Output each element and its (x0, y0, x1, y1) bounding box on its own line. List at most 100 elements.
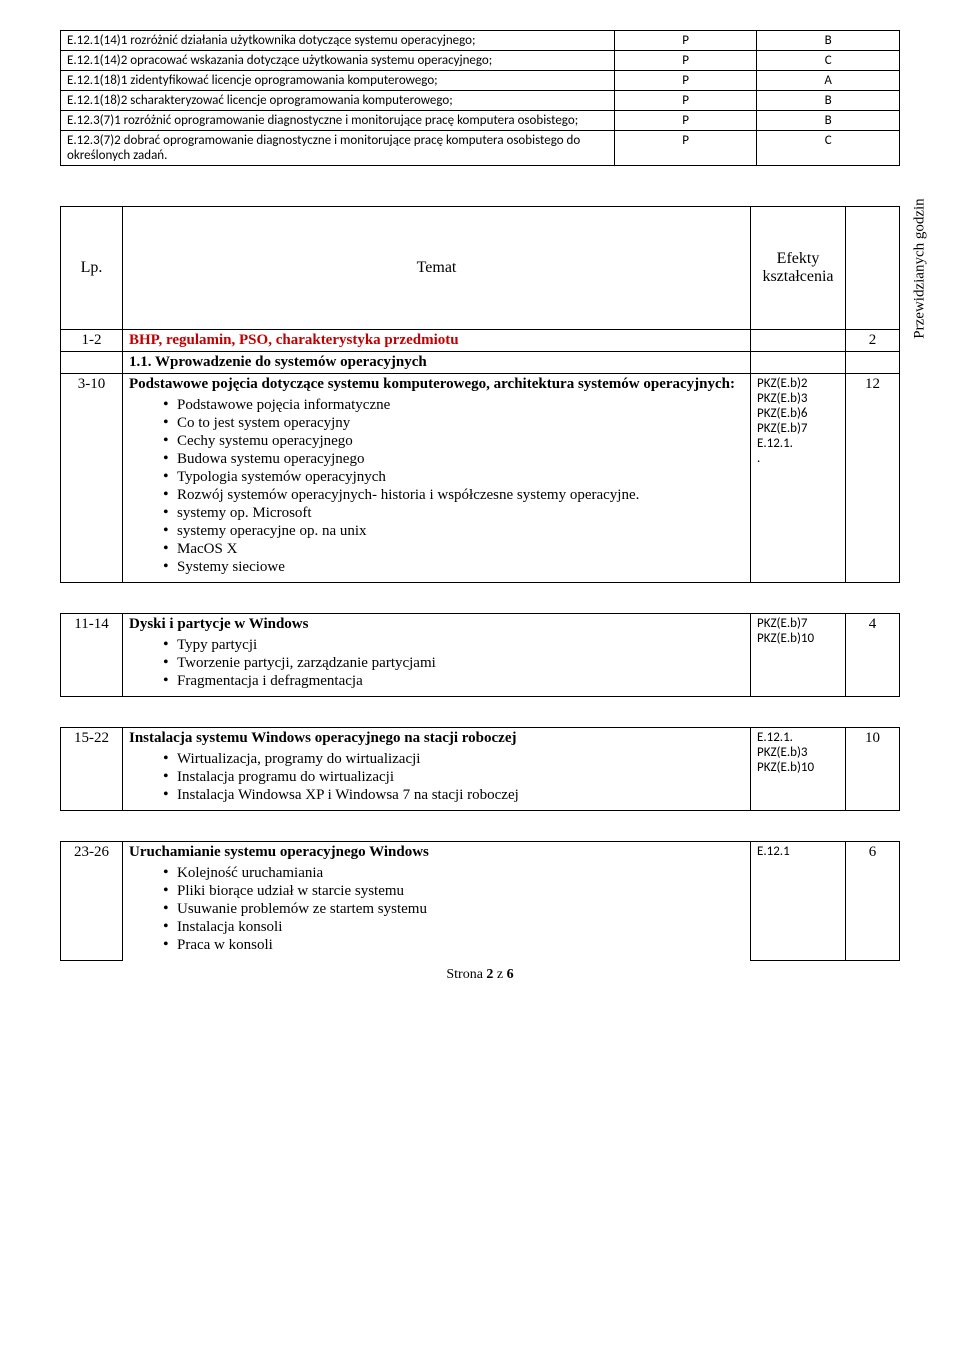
eff-cell: PKZ(E.b)2 PKZ(E.b)3 PKZ(E.b)6 PKZ(E.b)7 … (751, 374, 846, 583)
eff-cell (751, 330, 846, 352)
list-item: Podstawowe pojęcia informatyczne (163, 397, 744, 414)
list-item: Instalacja Windowsa XP i Windowsa 7 na s… (163, 787, 744, 804)
header-lp: Lp. (61, 207, 123, 330)
bullet-list: Podstawowe pojęcia informatyczne Co to j… (129, 397, 744, 576)
list-item: Usuwanie problemów ze startem systemu (163, 901, 744, 918)
list-item: Typy partycji (163, 637, 744, 654)
eff-line: PKZ(E.b)7 (757, 616, 839, 631)
eff-line: PKZ(E.b)6 (757, 406, 839, 421)
list-item: Co to jest system operacyjny (163, 415, 744, 432)
lp-cell: 15-22 (61, 728, 123, 811)
syllabus-table: 11-14 Dyski i partycje w Windows Typy pa… (60, 613, 900, 697)
list-item: Instalacja konsoli (163, 919, 744, 936)
eff-line: E.12.1. (757, 730, 839, 745)
topic-title: Dyski i partycje w Windows (129, 616, 308, 632)
cell: P (614, 31, 757, 51)
header-hours-label: Przewidzianych godzin (912, 198, 929, 338)
cell: C (757, 51, 900, 71)
list-item: Tworzenie partycji, zarządzanie partycja… (163, 655, 744, 672)
topic-cell: Uruchamianie systemu operacyjnego Window… (123, 842, 751, 961)
topic-title: Podstawowe pojęcia dotyczące systemu kom… (129, 376, 735, 392)
table-row: 3-10 Podstawowe pojęcia dotyczące system… (61, 374, 900, 583)
syllabus-table: Lp. Temat Efekty kształcenia Przewidzian… (60, 206, 900, 583)
header-hours: Przewidzianych godzin (846, 207, 900, 330)
list-item: Instalacja programu do wirtualizacji (163, 769, 744, 786)
syllabus-table: 23-26 Uruchamianie systemu operacyjnego … (60, 841, 900, 961)
lp-cell (61, 352, 123, 374)
cell: B (757, 31, 900, 51)
topic-cell: Instalacja systemu Windows operacyjnego … (123, 728, 751, 811)
cell: E.12.3(7)1 rozróżnić oprogramowanie diag… (61, 111, 615, 131)
topic-cell: Podstawowe pojęcia dotyczące systemu kom… (123, 374, 751, 583)
table-row: 1-2 BHP, regulamin, PSO, charakterystyka… (61, 330, 900, 352)
cell: E.12.1(14)2 opracować wskazania dotycząc… (61, 51, 615, 71)
list-item: Typologia systemów operacyjnych (163, 469, 744, 486)
cell: P (614, 91, 757, 111)
eff-line: E.12.1. (757, 436, 839, 451)
topic-cell: Dyski i partycje w Windows Typy partycji… (123, 614, 751, 697)
eff-line: PKZ(E.b)10 (757, 631, 839, 646)
eff-line: PKZ(E.b)2 (757, 376, 839, 391)
cell: E.12.1(14)1 rozróżnić działania użytkown… (61, 31, 615, 51)
list-item: systemy op. Microsoft (163, 505, 744, 522)
eff-line: PKZ(E.b)10 (757, 760, 839, 775)
eff-line: E.12.1 (757, 844, 839, 859)
bullet-list: Kolejność uruchamiania Pliki biorące udz… (129, 865, 744, 954)
bhp-title: BHP, regulamin, PSO, charakterystyka prz… (129, 332, 459, 348)
topic-cell: BHP, regulamin, PSO, charakterystyka prz… (123, 330, 751, 352)
footer-text: Strona 2 z 6 (446, 967, 513, 982)
table-row: E.12.1(18)2 scharakteryzować licencje op… (61, 91, 900, 111)
table-row: E.12.3(7)1 rozróżnić oprogramowanie diag… (61, 111, 900, 131)
eff-line: PKZ(E.b)3 (757, 391, 839, 406)
lp-cell: 1-2 (61, 330, 123, 352)
lp-cell: 3-10 (61, 374, 123, 583)
cell: E.12.3(7)2 dobrać oprogramowanie diagnos… (61, 131, 615, 166)
cell: E.12.1(18)1 zidentyfikować licencje opro… (61, 71, 615, 91)
intro-title: 1.1. Wprowadzenie do systemów operacyjny… (129, 354, 427, 370)
header-effects: Efekty kształcenia (751, 207, 846, 330)
cell: P (614, 131, 757, 166)
hours-cell: 6 (846, 842, 900, 961)
cell: P (614, 111, 757, 131)
list-item: Cechy systemu operacyjnego (163, 433, 744, 450)
list-item: systemy operacyjne op. na unix (163, 523, 744, 540)
eff-line: PKZ(E.b)3 (757, 745, 839, 760)
hours-cell (846, 352, 900, 374)
cell: P (614, 71, 757, 91)
cell: A (757, 71, 900, 91)
eff-line: . (757, 451, 839, 466)
list-item: Rozwój systemów operacyjnych- historia i… (163, 487, 744, 504)
bullet-list: Typy partycji Tworzenie partycji, zarząd… (129, 637, 744, 690)
cell: E.12.1(18)2 scharakteryzować licencje op… (61, 91, 615, 111)
topic-title: Instalacja systemu Windows operacyjnego … (129, 730, 516, 746)
list-item: Wirtualizacja, programy do wirtualizacji (163, 751, 744, 768)
table-row: 1.1. Wprowadzenie do systemów operacyjny… (61, 352, 900, 374)
eff-cell: PKZ(E.b)7 PKZ(E.b)10 (751, 614, 846, 697)
header-topic: Temat (123, 207, 751, 330)
table-row: E.12.1(18)1 zidentyfikować licencje opro… (61, 71, 900, 91)
list-item: Budowa systemu operacyjnego (163, 451, 744, 468)
topic-cell: 1.1. Wprowadzenie do systemów operacyjny… (123, 352, 751, 374)
table-row: 23-26 Uruchamianie systemu operacyjnego … (61, 842, 900, 961)
cell: B (757, 91, 900, 111)
lp-cell: 23-26 (61, 842, 123, 961)
hours-cell: 12 (846, 374, 900, 583)
lp-cell: 11-14 (61, 614, 123, 697)
hours-cell: 10 (846, 728, 900, 811)
list-item: Kolejność uruchamiania (163, 865, 744, 882)
header-row: Lp. Temat Efekty kształcenia Przewidzian… (61, 207, 900, 330)
hours-cell: 4 (846, 614, 900, 697)
cell: B (757, 111, 900, 131)
list-item: Fragmentacja i defragmentacja (163, 673, 744, 690)
topic-title: Uruchamianie systemu operacyjnego Window… (129, 844, 429, 860)
page-footer: Strona 2 z 6 (60, 967, 900, 983)
eff-cell: E.12.1 (751, 842, 846, 961)
eff-cell: E.12.1. PKZ(E.b)3 PKZ(E.b)10 (751, 728, 846, 811)
table-row: 15-22 Instalacja systemu Windows operacy… (61, 728, 900, 811)
table-row: E.12.3(7)2 dobrać oprogramowanie diagnos… (61, 131, 900, 166)
hours-cell: 2 (846, 330, 900, 352)
list-item: Praca w konsoli (163, 937, 744, 954)
list-item: MacOS X (163, 541, 744, 558)
table-row: E.12.1(14)1 rozróżnić działania użytkown… (61, 31, 900, 51)
syllabus-table: 15-22 Instalacja systemu Windows operacy… (60, 727, 900, 811)
